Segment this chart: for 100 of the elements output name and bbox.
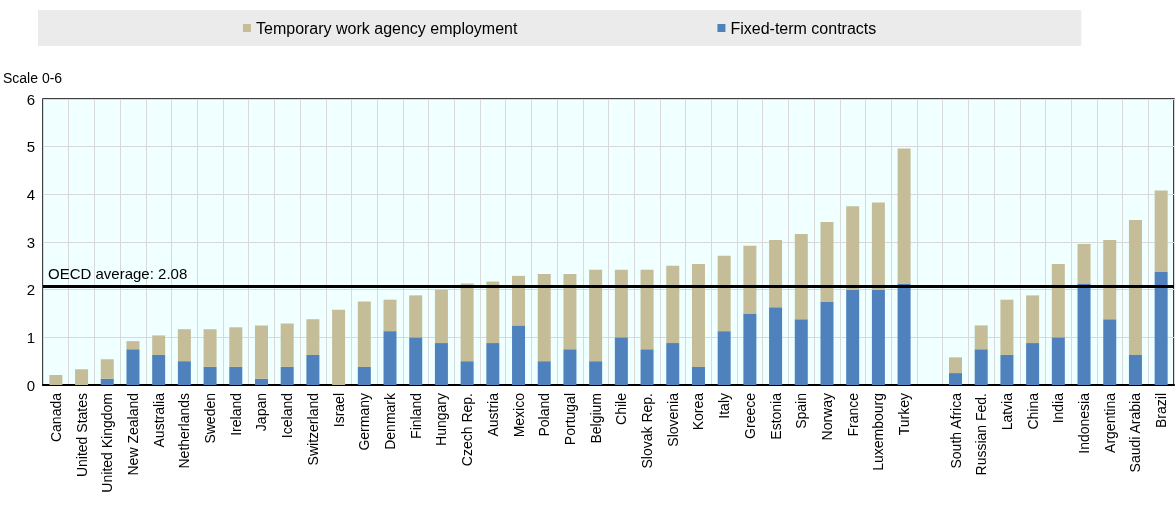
bar [152, 354, 166, 385]
y-axis-title: Scale 0-6 [3, 70, 63, 86]
bar [306, 319, 320, 355]
bar [666, 343, 680, 385]
bar [229, 366, 243, 385]
x-tick-label: Mexico [510, 392, 527, 438]
bar [486, 343, 500, 385]
bar [666, 265, 680, 344]
bar [589, 361, 603, 385]
bar [280, 323, 294, 367]
bar [743, 245, 757, 314]
bar [640, 269, 654, 350]
bar [75, 369, 89, 385]
bar [203, 329, 217, 367]
bar [332, 309, 346, 385]
bar [974, 325, 988, 350]
bar [177, 361, 191, 385]
x-tick-label: Latvia [998, 392, 1015, 431]
bar [1026, 295, 1040, 344]
bar [1026, 343, 1040, 385]
bar [717, 255, 731, 332]
x-tick-label: Czech Rep. [459, 393, 476, 467]
bar [409, 295, 423, 338]
x-tick-label: Norway [818, 393, 835, 441]
x-tick-label: Poland [536, 393, 553, 437]
bar [152, 335, 166, 355]
bar [126, 349, 140, 385]
bar [974, 349, 988, 385]
ref-line-label: OECD average: 2.08 [48, 264, 188, 282]
x-tick-label: Luxembourg [870, 393, 887, 471]
x-tick-label: New Zealand [124, 393, 141, 476]
bar [1154, 271, 1168, 385]
bar [897, 283, 911, 385]
x-tick-label: Slovak Rep. [639, 393, 656, 469]
x-tick-label: Argentina [1101, 392, 1118, 453]
y-tick-label: 5 [26, 138, 35, 156]
bar [1103, 240, 1117, 320]
bar [1128, 220, 1142, 355]
bar [640, 349, 654, 385]
bar [306, 354, 320, 385]
x-tick-label: Belgium [587, 393, 604, 444]
y-tick-label: 2 [26, 281, 35, 299]
bar [254, 378, 268, 385]
bar [743, 313, 757, 385]
x-tick-label: South Africa [947, 392, 964, 469]
x-tick-label: France [844, 392, 861, 437]
x-tick-label: Italy [716, 393, 733, 419]
bar [820, 221, 834, 302]
bar [691, 263, 705, 367]
x-tick-label: Sweden [202, 393, 219, 444]
x-tick-label: Finland [407, 393, 424, 439]
bar [846, 206, 860, 290]
bar [769, 240, 783, 308]
bar [794, 233, 808, 320]
bar [1077, 243, 1091, 284]
bar [486, 281, 500, 344]
x-tick-label: Russian Fed. [973, 393, 990, 476]
bar [1000, 299, 1014, 355]
x-tick-label: Brazil [1153, 393, 1170, 429]
bar [537, 361, 551, 385]
bar [949, 357, 963, 374]
x-tick-label: Chile [613, 392, 630, 425]
bar [717, 331, 731, 385]
y-tick-label: 0 [26, 376, 35, 394]
x-tick-label: Canada [47, 392, 64, 443]
bar [614, 337, 628, 385]
x-tick-label: Indonesia [1076, 392, 1093, 454]
y-tick-label: 6 [26, 90, 35, 108]
bar [512, 325, 526, 385]
bar [434, 343, 448, 385]
x-tick-label: Portugal [561, 393, 578, 446]
bar [691, 366, 705, 385]
x-tick-label: Japan [253, 393, 270, 432]
x-tick-label: Ireland [227, 393, 244, 436]
bar [794, 319, 808, 385]
bar [254, 325, 268, 379]
bar [434, 289, 448, 344]
x-tick-label: United Kingdom [99, 393, 116, 493]
bar [1128, 354, 1142, 385]
y-tick-label: 3 [26, 233, 35, 251]
bar [1103, 319, 1117, 385]
bar [460, 283, 474, 362]
bar [177, 329, 191, 362]
x-tick-label: China [1024, 392, 1041, 430]
bar [949, 373, 963, 385]
x-tick-label: Denmark [382, 392, 399, 450]
x-tick-label: India [1050, 392, 1067, 424]
x-tick-label: Spain [793, 393, 810, 429]
bar [49, 374, 63, 385]
x-tick-label: Australia [150, 392, 167, 448]
x-tick-label: Austria [484, 392, 501, 437]
bar [203, 366, 217, 385]
bar [1000, 354, 1014, 385]
x-tick-label: Saudi Arabia [1127, 392, 1144, 473]
bar [409, 337, 423, 385]
bar [126, 341, 140, 350]
x-tick-label: Korea [690, 392, 707, 431]
bar [537, 273, 551, 362]
bar [563, 349, 577, 385]
bar [769, 307, 783, 385]
